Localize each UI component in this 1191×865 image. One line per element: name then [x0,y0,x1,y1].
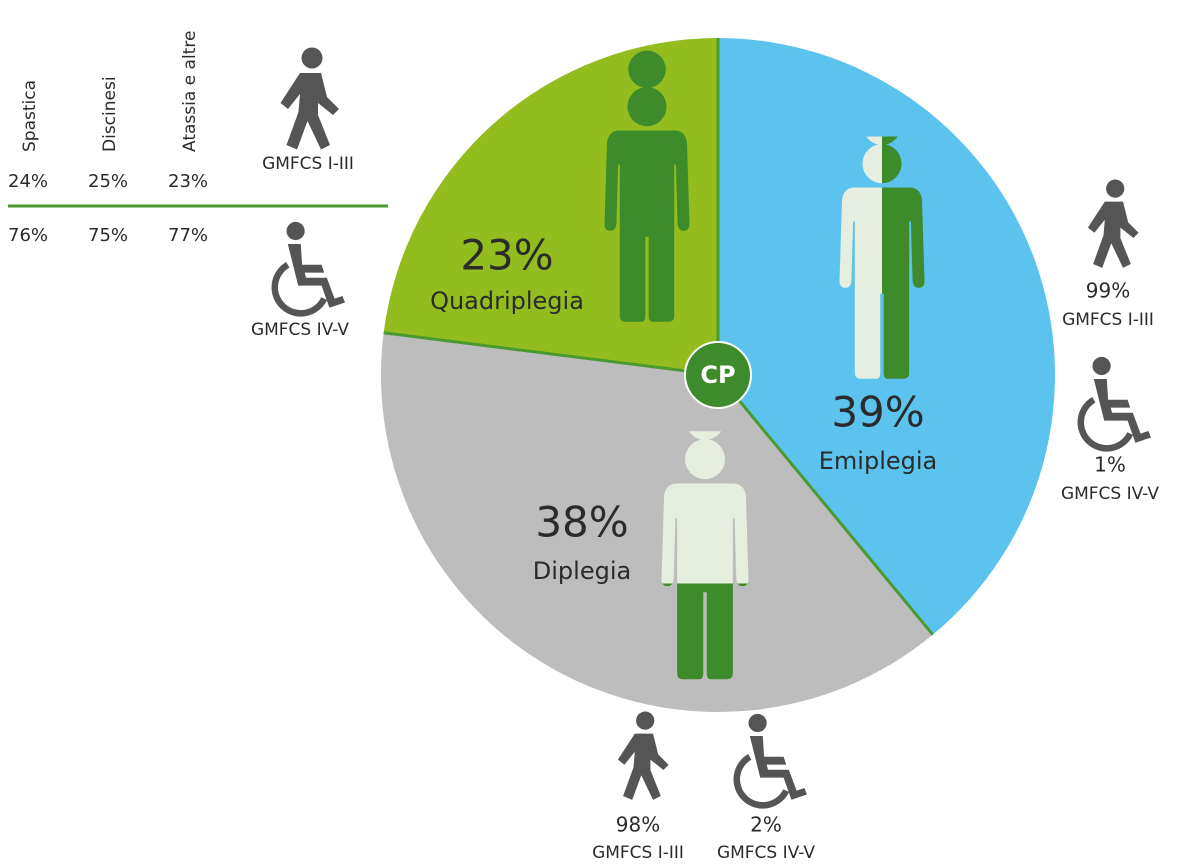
table-header: Discinesi [100,76,120,152]
table-cell: 23% [168,171,208,192]
center-label: CP [700,361,735,389]
table-cell: 77% [168,225,208,246]
slice-divider [716,374,934,636]
gmfcs-percent: 99% [1086,279,1130,303]
table-cell: 75% [88,225,128,246]
walk-icon [617,711,669,800]
gmfcs-percent: 1% [1094,453,1126,477]
table-header: Spastica [20,80,40,152]
table-row-label: GMFCS I-III [262,154,354,174]
slice-divider [383,331,719,377]
center-badge [684,341,752,409]
pie-slice [380,332,933,712]
slice-label: Diplegia [533,557,631,585]
gmfcs-level: GMFCS IV-V [1061,484,1159,504]
wheelchair-icon [737,714,807,805]
slice-label: Quadriplegia [430,287,584,315]
slice-value: 38% [535,498,628,547]
gmfcs-level: GMFCS IV-V [717,843,815,863]
wheelchair-icon [1081,357,1151,448]
gmfcs-level: GMFCS I-III [592,843,684,863]
table-header: Atassia e altre [180,31,200,152]
gmfcs-percent: 98% [616,813,660,837]
table-cell: 24% [8,171,48,192]
table-cell: 76% [8,225,48,246]
wheelchair-icon [275,222,345,313]
slice-value: 39% [831,388,924,437]
slice-value: 23% [460,231,553,280]
gmfcs-percent: 2% [750,813,782,837]
table-row-label: GMFCS IV-V [251,320,349,340]
walk-icon [1087,179,1139,268]
table-cell: 25% [88,171,128,192]
slice-label: Emiplegia [819,447,938,475]
gmfcs-level: GMFCS I-III [1062,310,1154,330]
walk-icon [280,47,339,150]
